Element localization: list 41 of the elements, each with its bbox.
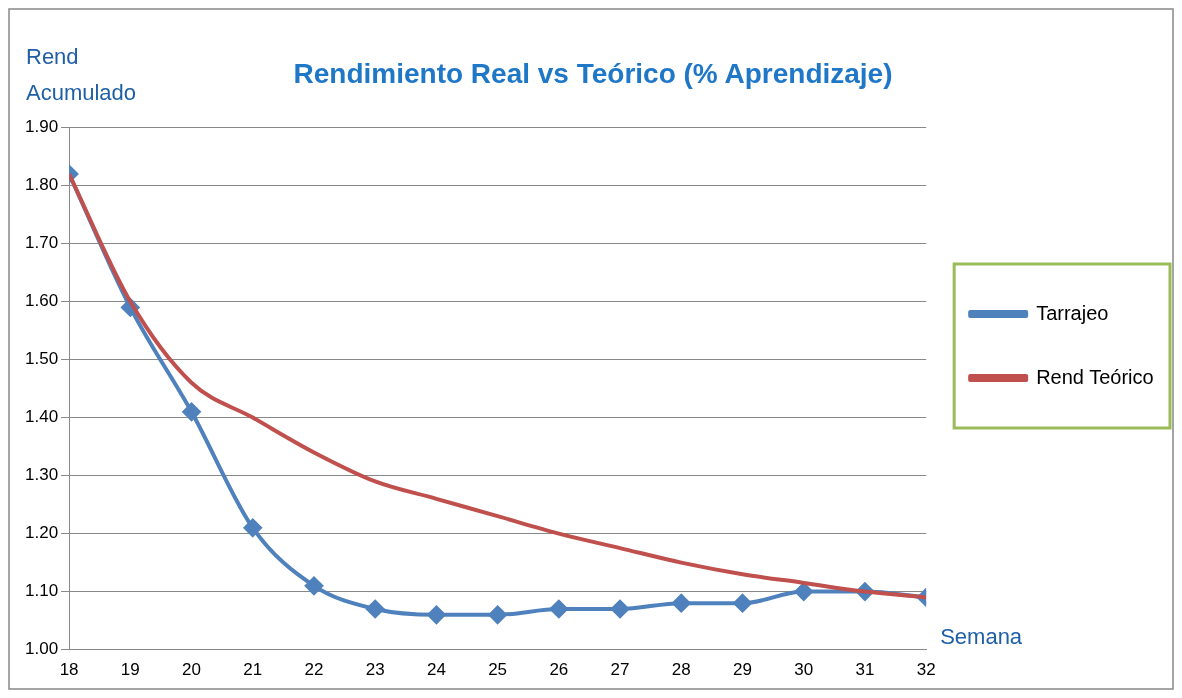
y-tick-label: 1.90 bbox=[24, 117, 59, 137]
point bbox=[549, 600, 568, 618]
y-tick-label: 1.00 bbox=[24, 639, 59, 659]
y-tick-label: 1.50 bbox=[24, 349, 59, 369]
legend-label: Rend Teórico bbox=[1036, 365, 1154, 388]
x-axis-title: Semana bbox=[940, 623, 1023, 649]
x-tick-label: 22 bbox=[304, 660, 324, 680]
x-tick-label: 29 bbox=[733, 660, 752, 680]
point bbox=[488, 605, 507, 624]
point bbox=[366, 600, 385, 618]
x-tick-label: 20 bbox=[182, 660, 201, 680]
x-tick-label: 27 bbox=[610, 660, 630, 680]
y-tick-label: 1.20 bbox=[24, 523, 59, 543]
x-tick-label: 28 bbox=[671, 660, 691, 680]
x-tick-label: 19 bbox=[120, 660, 140, 680]
y-tick-label: 1.30 bbox=[24, 465, 59, 485]
y-tick-label: 1.40 bbox=[24, 407, 59, 427]
x-tick-label: 25 bbox=[488, 660, 508, 680]
x-tick-label: 31 bbox=[855, 660, 875, 680]
x-tick-label: 21 bbox=[243, 660, 263, 680]
x-tick-label: 24 bbox=[426, 660, 446, 680]
x-tick-label: 23 bbox=[365, 660, 385, 680]
y-tick-label: 1.10 bbox=[24, 581, 59, 601]
y-tick-label: 1.70 bbox=[24, 233, 59, 253]
legend-label: Tarrajeo bbox=[1036, 301, 1109, 324]
x-tick-label: 18 bbox=[59, 660, 79, 680]
x-tick-label: 26 bbox=[549, 660, 569, 680]
x-tick-label: 30 bbox=[794, 660, 814, 680]
point bbox=[672, 594, 691, 613]
x-tick-label: 32 bbox=[916, 660, 936, 680]
point bbox=[794, 582, 813, 601]
point bbox=[243, 518, 262, 537]
point bbox=[733, 594, 752, 613]
y-tick-label: 1.60 bbox=[24, 291, 59, 311]
chart-title: Rendimiento Real vs Teórico (% Aprendizaje) bbox=[293, 57, 893, 89]
point bbox=[611, 600, 630, 618]
point bbox=[182, 402, 201, 421]
point bbox=[427, 605, 446, 624]
y-tick-label: 1.80 bbox=[24, 175, 59, 195]
point bbox=[304, 576, 323, 595]
y-axis-title: Rend Acumulado bbox=[26, 44, 137, 105]
